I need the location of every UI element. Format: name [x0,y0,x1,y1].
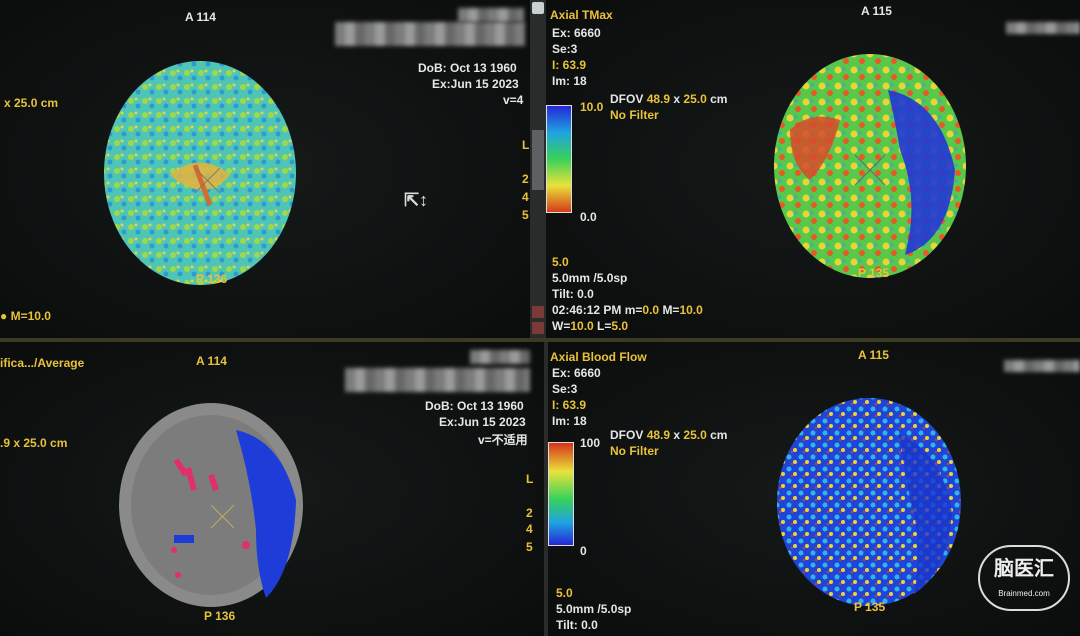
dob-label: DoB: Oct 13 1960 [418,61,517,75]
image-location: I: 63.9 [552,398,587,412]
vertical-divider-bottom [544,342,548,636]
scroll-button-2[interactable] [532,322,544,334]
move-cursor-icon: ⇱↕ [404,190,429,210]
image-number: Im: 18 [552,414,587,428]
tr-side-2: 2 [522,172,529,186]
br-side-l: L [526,472,534,486]
series-title: ifica.../Average [0,356,85,370]
fov-label: .9 x 25.0 cm [0,436,68,450]
version-label: v=4 [503,93,524,107]
scroll-button-1[interactable] [532,306,544,318]
posterior-label: P 135 [854,600,886,614]
exam-number: Ex: 6660 [552,26,601,40]
m-value: ● M=10.0 [0,309,51,323]
redacted-patient-id [470,350,530,364]
anterior-label: A 114 [196,354,227,368]
slice-thickness: 5.0 [552,255,569,269]
image-number: Im: 18 [552,74,587,88]
series-title: Axial Blood Flow [550,350,647,364]
redacted-patient-id [1006,22,1080,34]
redacted-patient-id [1004,360,1080,372]
brain-blood-flow-image [777,398,961,606]
slice-spacing: 5.0mm /5.0sp [556,602,632,616]
series-number: Se:3 [552,382,578,396]
redacted-patient-name [345,368,530,392]
watermark-text: 脑医汇 [994,558,1054,580]
scale-min: 0 [580,544,587,558]
br-side-5: 5 [526,540,533,554]
scale-max: 100 [580,436,601,450]
time-window: 02:46:12 PM m=0.0 M=10.0 [552,303,703,317]
exam-date: Ex:Jun 15 2023 [439,415,526,429]
tr-side-4: 4 [522,190,529,204]
dfov-label: DFOV 48.9 x 25.0 cm [610,92,728,106]
watermark-logo: 脑医汇 Brainmed.com [978,545,1070,611]
scroll-up-icon[interactable] [532,2,544,14]
series-title: Axial TMax [550,8,613,22]
scale-min: 0.0 [580,210,597,224]
anterior-label: A 115 [861,4,892,18]
brain-mismatch-image [119,403,303,607]
scale-max: 10.0 [580,100,604,114]
posterior-label: P 136 [204,609,236,623]
tr-side-5: 5 [522,208,529,222]
viewport-top-right[interactable]: Axial TMax Ex: 6660 Se:3 I: 63.9 Im: 18 … [546,0,1080,338]
exam-number: Ex: 6660 [552,366,601,380]
anterior-label: A 115 [858,348,889,362]
redacted-patient-id [458,8,524,22]
tilt-label: Tilt: 0.0 [552,287,594,301]
tmax-color-scale [546,105,572,213]
scroll-thumb[interactable] [532,130,544,190]
viewport-bottom-left[interactable]: ifica.../Average A 114 DoB: Oct 13 1960 … [0,342,544,636]
posterior-label: P 135 [858,266,890,280]
slice-spacing: 5.0mm /5.0sp [552,271,628,285]
posterior-label: P 136 [196,272,228,286]
dob-label: DoB: Oct 13 1960 [425,399,524,413]
horizontal-divider [0,338,1080,342]
dfov-label: DFOV 48.9 x 25.0 cm [610,428,728,442]
series-number: Se:3 [552,42,578,56]
tr-side-l: L [522,138,530,152]
image-location: I: 63.9 [552,58,587,72]
filter-label: No Filter [610,444,659,458]
br-side-4: 4 [526,522,533,536]
version-label: v=不适用 [478,433,528,447]
anterior-label: A 114 [185,10,216,24]
brain-tmax-image [104,61,296,285]
watermark-subtext: Brainmed.com [998,589,1050,598]
blood-flow-color-scale [548,442,574,546]
br-side-2: 2 [526,506,533,520]
slice-thickness: 5.0 [556,586,573,600]
tilt-label: Tilt: 0.0 [556,618,598,632]
brain-tmax-image-right [774,54,966,278]
fov-label: x 25.0 cm [4,96,59,110]
redacted-patient-name [335,22,525,46]
exam-date: Ex:Jun 15 2023 [432,77,519,91]
viewport-top-left[interactable]: A 114 DoB: Oct 13 1960 Ex:Jun 15 2023 v=… [0,0,530,338]
window-level: W=10.0 L=5.0 [552,319,629,333]
filter-label: No Filter [610,108,659,122]
